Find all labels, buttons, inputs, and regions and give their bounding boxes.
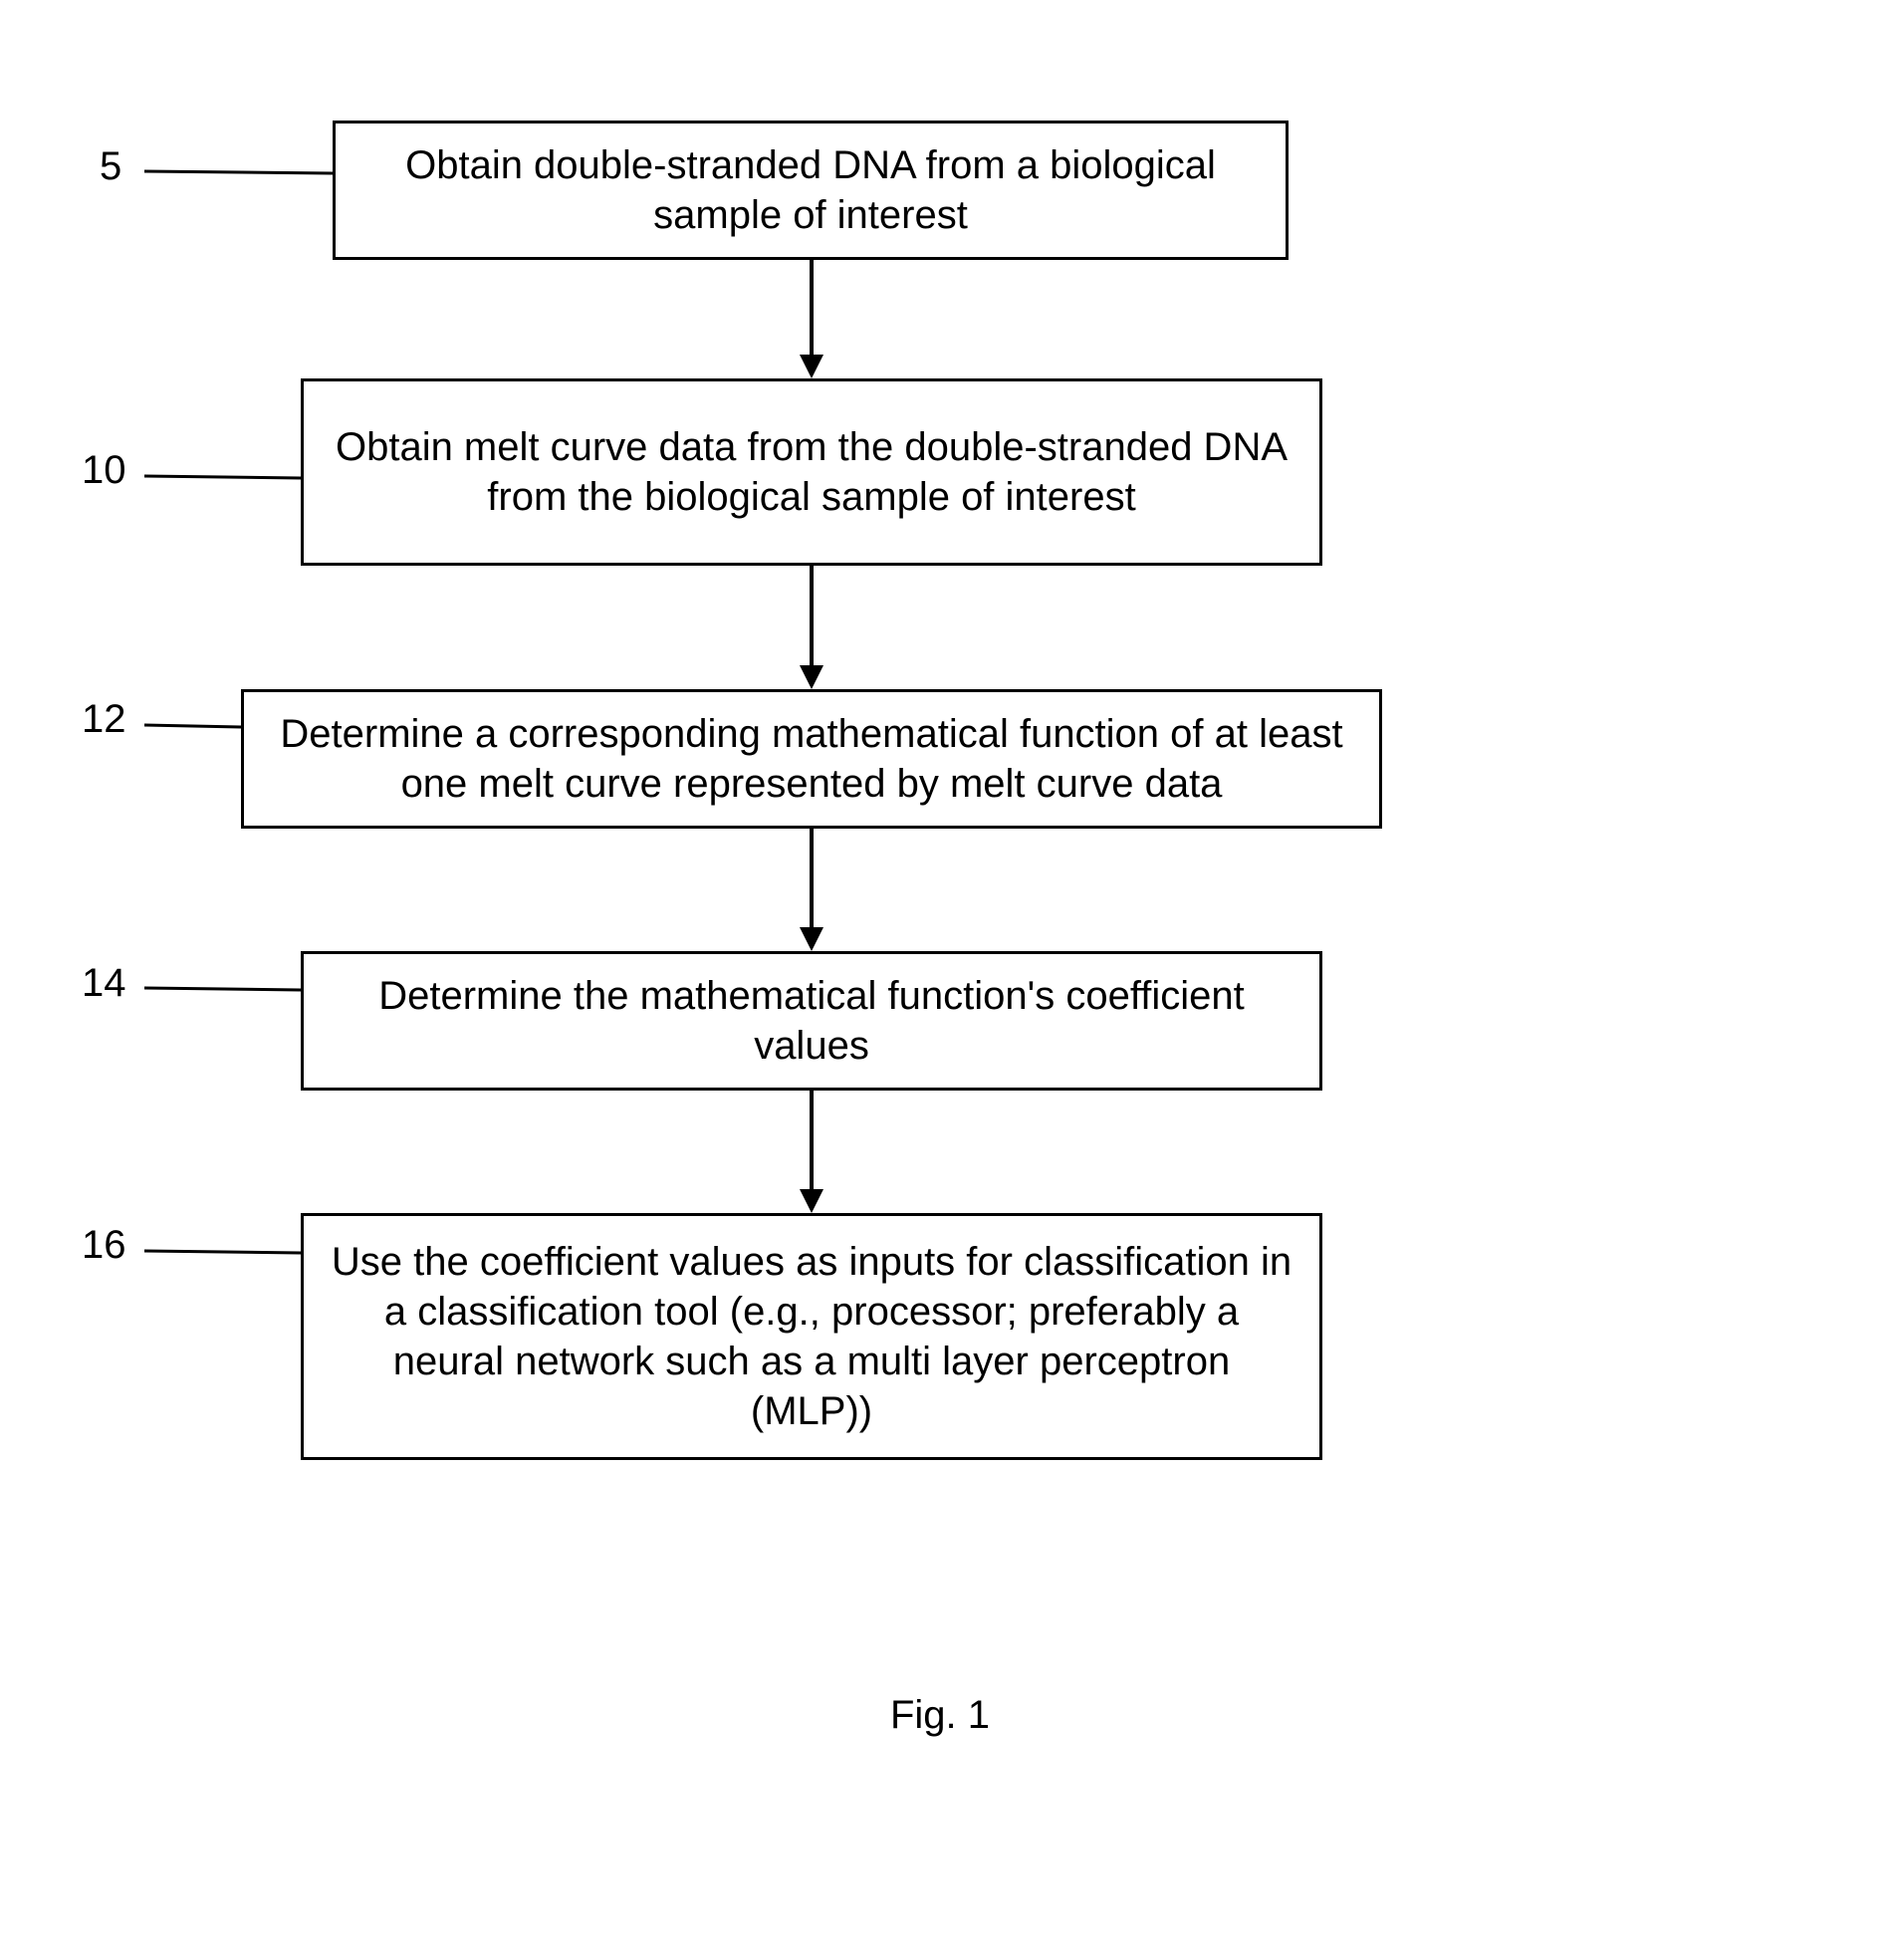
label-connector-10 xyxy=(144,464,314,494)
label-text: 16 xyxy=(82,1223,126,1267)
label-text: 10 xyxy=(82,448,126,492)
label-connector-5 xyxy=(144,159,344,189)
arrow-3-4 xyxy=(792,829,831,954)
node-label-5: 5 xyxy=(100,144,121,189)
node-text: Use the coefficient values as inputs for… xyxy=(328,1237,1295,1436)
figure-caption: Fig. 1 xyxy=(0,1693,1880,1738)
caption-text: Fig. 1 xyxy=(890,1693,990,1737)
flow-node-12: Determine a corresponding mathematical f… xyxy=(241,689,1382,829)
arrow-4-5 xyxy=(792,1091,831,1216)
arrow-2-3 xyxy=(792,566,831,692)
flow-node-5: Obtain double-stranded DNA from a biolog… xyxy=(333,121,1289,260)
node-label-14: 14 xyxy=(82,961,126,1006)
node-text: Obtain double-stranded DNA from a biolog… xyxy=(359,140,1262,240)
label-text: 5 xyxy=(100,144,121,188)
label-connector-14 xyxy=(144,976,314,1006)
flow-node-10: Obtain melt curve data from the double-s… xyxy=(301,378,1322,566)
node-label-12: 12 xyxy=(82,697,126,742)
label-text: 14 xyxy=(82,961,126,1005)
flow-node-16: Use the coefficient values as inputs for… xyxy=(301,1213,1322,1460)
node-label-16: 16 xyxy=(82,1223,126,1268)
flow-node-14: Determine the mathematical function's co… xyxy=(301,951,1322,1091)
node-text: Obtain melt curve data from the double-s… xyxy=(328,422,1295,522)
label-text: 12 xyxy=(82,697,126,741)
label-connector-12 xyxy=(144,713,254,743)
node-label-10: 10 xyxy=(82,448,126,493)
flowchart-canvas: 5 Obtain double-stranded DNA from a biol… xyxy=(0,0,1880,1960)
arrow-1-2 xyxy=(792,260,831,381)
label-connector-16 xyxy=(144,1239,314,1269)
node-text: Determine the mathematical function's co… xyxy=(328,971,1295,1071)
node-text: Determine a corresponding mathematical f… xyxy=(268,709,1355,809)
